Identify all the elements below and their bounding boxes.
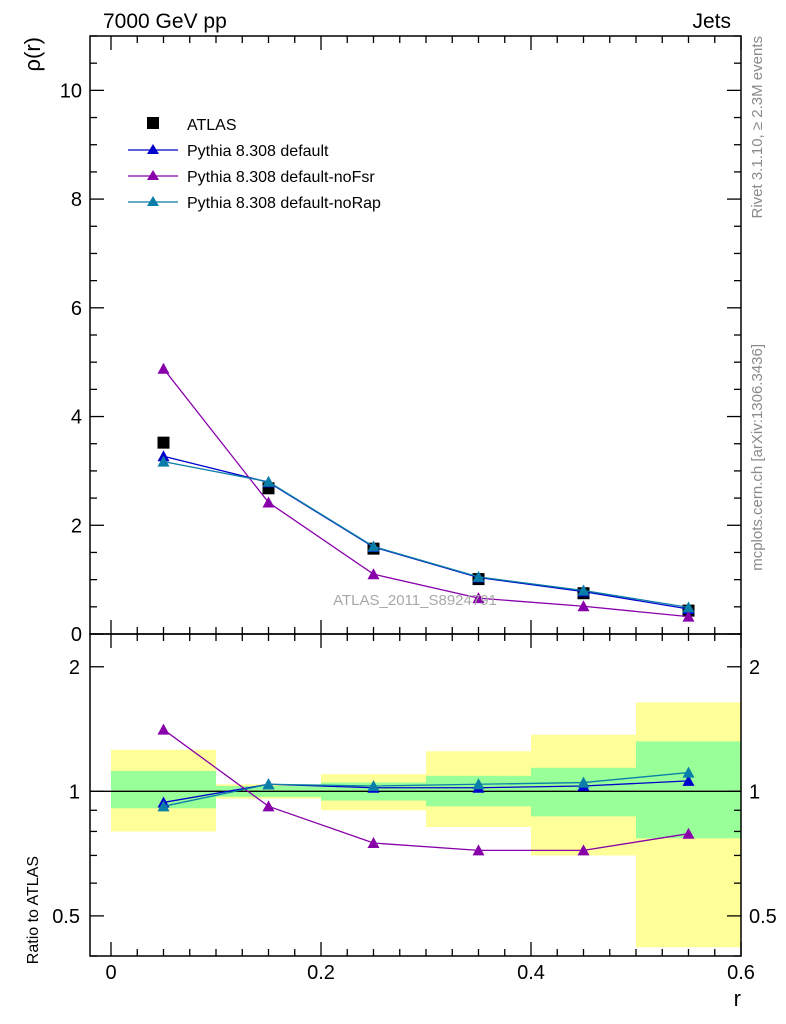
main-series-point-3 [682, 601, 695, 613]
header-left: 7000 GeV pp [103, 10, 227, 33]
ratio-y-tick-label-right: 0.5 [749, 906, 777, 928]
legend-atlas-label: ATLAS [187, 117, 237, 134]
ratio-series-point-2 [472, 778, 485, 790]
main-y-tick-label: 0 [71, 624, 82, 646]
ratio-band-inner [636, 741, 741, 839]
rivet-label: Rivet 3.1.10, ≥ 2.3M events [749, 36, 766, 219]
ratio-series-point-2 [577, 776, 590, 788]
axes: 0 2 4 6 8 10 0 0.2 0.4 0.6 0.5 0.5 1 1 2 2 [52, 35, 777, 984]
main-series-line-3 [163, 461, 689, 609]
x-tick-label: 0.2 [307, 962, 335, 984]
legend-norap-label: Pythia 8.308 default-noRap [187, 195, 381, 212]
ratio-series-point-1 [577, 844, 590, 856]
main-series-point-3 [367, 540, 380, 552]
ratio-series-point-2 [157, 800, 170, 812]
legend-atlas-marker [147, 117, 159, 129]
main-series-point-2 [472, 592, 485, 604]
main-series-point-2 [367, 568, 380, 580]
main-series [157, 362, 695, 622]
legend-nofsr-label: Pythia 8.308 default-noFsr [187, 169, 375, 186]
ratio-series-point-0 [682, 774, 695, 786]
ratio-ylabel: Ratio to ATLAS [25, 856, 42, 964]
legend-nofsr-marker [147, 170, 159, 180]
main-series-point-3 [472, 570, 485, 582]
x-tick-label: 0.6 [727, 962, 755, 984]
atlas-point [157, 436, 170, 449]
ratio-series-line-1 [163, 729, 689, 852]
ratio-series-point-1 [262, 800, 275, 812]
ratio-panel-frame [89, 633, 742, 957]
watermark: ATLAS_2011_S8924791 [333, 592, 497, 609]
main-series-point-3 [577, 584, 590, 596]
ratio-series-point-2 [262, 778, 275, 790]
x-tick-label: 0 [105, 962, 116, 984]
ratio-series-point-1 [472, 844, 485, 856]
main-y-tick-label: 8 [71, 189, 82, 211]
main-series-line-2 [162, 368, 689, 618]
ratio-series-point-2 [682, 766, 695, 778]
ratio-bands [111, 702, 741, 948]
x-axis-title: r [734, 986, 741, 1011]
ratio-band-inner [531, 767, 636, 817]
main-series-point-2 [682, 610, 695, 622]
ratio-y-tick-label: 1 [69, 781, 80, 803]
x-tick-label: 0.4 [517, 962, 545, 984]
main-series-point-3 [262, 475, 275, 487]
ratio-y-tick-label-right: 2 [749, 657, 760, 679]
ratio-y-tick-label: 2 [69, 657, 80, 679]
main-series-point-2 [262, 496, 275, 508]
legend-default-label: Pythia 8.308 default [187, 143, 329, 160]
ratio-series-point-1 [157, 723, 170, 735]
header-right: Jets [692, 10, 731, 33]
main-series-point-2 [157, 362, 170, 374]
ratio-series-line-2 [163, 771, 689, 807]
ratio-series [157, 723, 695, 856]
ratio-series-point-2 [367, 780, 380, 792]
main-ylabel: ρ(r) [20, 37, 45, 72]
legend: ATLAS Pythia 8.308 default Pythia 8.308 … [128, 117, 381, 212]
main-y-tick-label: 2 [71, 515, 82, 537]
main-y-tick-label: 10 [60, 80, 82, 102]
main-series-point-2 [577, 600, 590, 612]
ratio-series-point-1 [682, 827, 695, 839]
legend-norap-marker [147, 196, 159, 206]
legend-default-marker [147, 144, 159, 154]
main-y-tick-label: 4 [71, 407, 82, 429]
ratio-y-tick-label-right: 1 [749, 781, 760, 803]
ratio-y-tick-label: 0.5 [52, 906, 80, 928]
mcplots-label: mcplots.cern.ch [arXiv:1306.3436] [749, 344, 766, 571]
ratio-series-point-1 [367, 837, 380, 849]
main-y-tick-label: 6 [71, 298, 82, 320]
main-series-point-3 [157, 455, 170, 467]
